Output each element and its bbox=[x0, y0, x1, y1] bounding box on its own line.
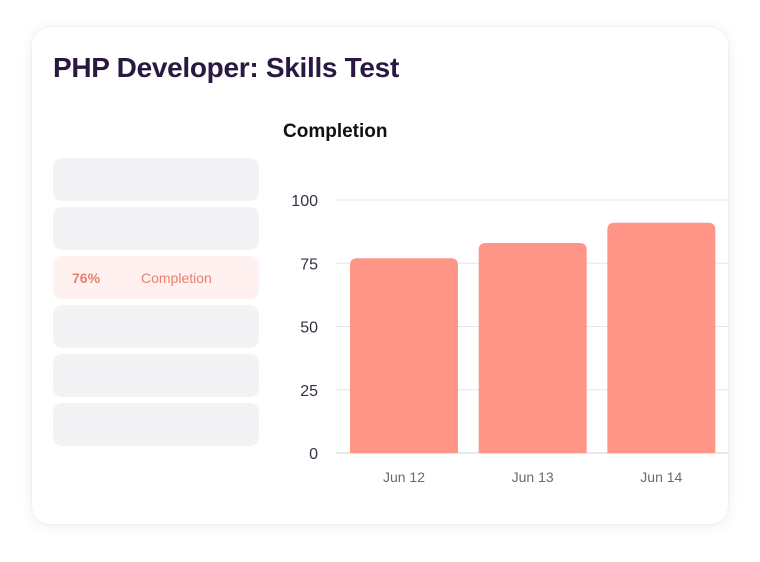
metric-row-1[interactable] bbox=[53, 158, 259, 201]
metric-row-5[interactable] bbox=[53, 354, 259, 397]
metric-row-2[interactable] bbox=[53, 207, 259, 250]
chart-title: Completion bbox=[283, 121, 388, 142]
bar-jun-12 bbox=[350, 258, 458, 453]
bar-jun-13 bbox=[478, 243, 587, 453]
y-tick-label: 0 bbox=[309, 446, 318, 463]
y-tick-label: 75 bbox=[300, 256, 318, 273]
x-tick-label: Jun 12 bbox=[383, 469, 425, 485]
completion-label: Completion bbox=[141, 269, 212, 286]
completion-bar-chart: 0 25 50 75 100 Jun 12 Jun 13 Jun 14 bbox=[291, 193, 728, 485]
metric-row-6[interactable] bbox=[53, 403, 259, 446]
x-tick-label: Jun 13 bbox=[512, 469, 554, 485]
x-tick-label: Jun 14 bbox=[640, 469, 682, 485]
metric-list: 76% Completion bbox=[53, 158, 259, 452]
page-title: PHP Developer: Skills Test bbox=[53, 52, 399, 83]
completion-value: 76% bbox=[72, 269, 101, 286]
metric-row-4[interactable] bbox=[53, 305, 259, 348]
y-tick-label: 50 bbox=[300, 320, 318, 337]
y-tick-label: 100 bbox=[291, 193, 318, 210]
y-tick-label: 25 bbox=[300, 383, 318, 400]
bar-jun-14 bbox=[607, 222, 716, 453]
metric-row-completion[interactable]: 76% Completion bbox=[53, 256, 259, 299]
